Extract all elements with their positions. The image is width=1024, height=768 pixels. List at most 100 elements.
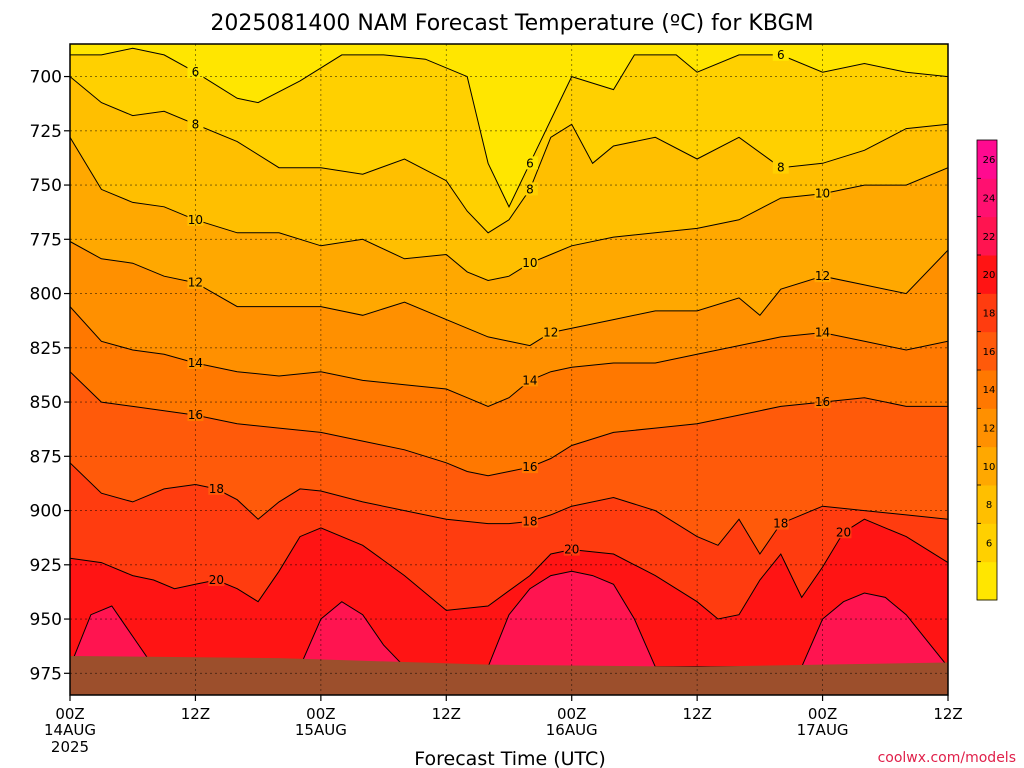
- contour-label-20: 20: [836, 525, 851, 539]
- colorbar-band: [977, 140, 997, 179]
- y-tick-label: 875: [30, 447, 62, 467]
- contour-label-14: 14: [815, 326, 830, 340]
- contour-label-bg: [208, 481, 225, 495]
- chart-title: 2025081400 NAM Forecast Temperature (ºC)…: [210, 11, 813, 36]
- contour-label-12: 12: [815, 269, 830, 283]
- contour-label-14: 14: [188, 356, 203, 370]
- contour-label-10: 10: [815, 187, 830, 201]
- x-tick-date: 15AUG: [295, 721, 347, 739]
- contour-label-bg: [521, 182, 538, 196]
- x-tick-date: 16AUG: [546, 721, 598, 739]
- y-tick-label: 975: [30, 664, 62, 684]
- colorbar-tick-label: 12: [983, 424, 996, 435]
- contour-label-bg: [208, 572, 225, 586]
- colorbar-band: [977, 293, 997, 333]
- contour-label-20: 20: [209, 573, 224, 587]
- colorbar-tick-label: 24: [983, 194, 996, 205]
- contour-label-14: 14: [522, 373, 537, 387]
- colorbar-band: [977, 485, 997, 524]
- colorbar-band: [977, 523, 997, 563]
- y-tick-label: 800: [30, 285, 62, 305]
- contour-label-12: 12: [543, 326, 558, 340]
- contour-label-bg: [187, 355, 204, 369]
- contour-label-bg: [772, 516, 789, 530]
- colorbar-band: [977, 216, 997, 256]
- colorbar-band: [977, 408, 997, 448]
- y-tick-label: 750: [30, 176, 62, 196]
- ground-surface: [70, 655, 948, 695]
- contour-label-6: 6: [526, 156, 534, 170]
- contour-label-bg: [521, 256, 538, 270]
- band-fill-6: [70, 44, 948, 207]
- contour-label-bg: [772, 160, 789, 174]
- contour-label-6: 6: [192, 65, 200, 79]
- y-tick-label: 900: [30, 502, 62, 522]
- credit-text: coolwx.com/models: [878, 750, 1016, 766]
- contour-label-12: 12: [188, 276, 203, 290]
- contour-label-bg: [521, 514, 538, 528]
- contour-label-bg: [835, 525, 852, 539]
- colorbar-tick-label: 20: [983, 270, 996, 281]
- x-tick-label: 00Z: [55, 705, 84, 723]
- x-tick-date: 14AUG: [44, 721, 96, 739]
- colorbar-tick-label: 18: [983, 309, 996, 320]
- x-tick-label: 12Z: [682, 705, 711, 723]
- colorbar-tick-label: 6: [986, 539, 992, 550]
- band-fill-22: [70, 571, 948, 667]
- y-tick-label: 725: [30, 122, 62, 142]
- contour-label-8: 8: [526, 182, 534, 196]
- contour-label-bg: [521, 373, 538, 387]
- colorbar-band: [977, 255, 997, 294]
- contour-label-bg: [542, 325, 559, 339]
- x-axis-label: Forecast Time (UTC): [414, 748, 605, 768]
- colorbar-band: [977, 446, 997, 486]
- y-tick-label: 850: [30, 393, 62, 413]
- colorbar-band: [977, 331, 997, 371]
- contour-label-bg: [187, 65, 204, 79]
- contour-label-bg: [521, 156, 538, 170]
- contour-label-16: 16: [815, 395, 830, 409]
- y-tick-label: 950: [30, 610, 62, 630]
- y-tick-label: 825: [30, 339, 62, 359]
- x-tick-label: 00Z: [808, 705, 837, 723]
- x-tick-label: 12Z: [933, 705, 962, 723]
- contour-label-18: 18: [209, 482, 224, 496]
- x-tick-label: 00Z: [557, 705, 586, 723]
- colorbar-legend: 6 8 10 12 14 16 18 20 22 24 26: [976, 139, 998, 601]
- colorbar-tick-label: 8: [986, 500, 992, 511]
- isotherm-6: [70, 47, 948, 208]
- x-tick-label: 12Z: [181, 705, 210, 723]
- contour-label-bg: [187, 117, 204, 131]
- contour-label-18: 18: [522, 514, 537, 528]
- contour-label-bg: [814, 325, 831, 339]
- contour-label-6: 6: [777, 48, 785, 62]
- contour-label-bg: [772, 47, 789, 61]
- y-tick-label: 700: [30, 68, 62, 88]
- colorbar-tick-label: 22: [983, 232, 996, 243]
- plot-frame: [69, 43, 949, 696]
- isotherm-8: [70, 76, 948, 234]
- x-tick-year: 2025: [51, 738, 89, 756]
- colorbar-tick-label: 26: [983, 155, 996, 166]
- contour-label-10: 10: [522, 256, 537, 270]
- colorbar-tick-label: 16: [983, 347, 996, 358]
- x-tick-label: 12Z: [432, 705, 461, 723]
- y-tick-label: 925: [30, 556, 62, 576]
- colorbar-band: [977, 561, 997, 601]
- x-tick-date: 17AUG: [797, 721, 849, 739]
- axes: 70072575077580082585087590092595097500Z1…: [30, 43, 963, 756]
- x-tick-label: 00Z: [306, 705, 335, 723]
- contour-label-16: 16: [522, 460, 537, 474]
- colorbar-tick-label: 10: [983, 462, 996, 473]
- contour-label-bg: [187, 275, 204, 289]
- colorbar-tick-label: 14: [983, 385, 996, 396]
- y-tick-label: 775: [30, 230, 62, 250]
- contour-label-bg: [814, 186, 831, 200]
- contour-label-bg: [814, 395, 831, 409]
- contour-label-18: 18: [773, 517, 788, 531]
- contour-label-8: 8: [777, 161, 785, 175]
- contour-label-bg: [521, 460, 538, 474]
